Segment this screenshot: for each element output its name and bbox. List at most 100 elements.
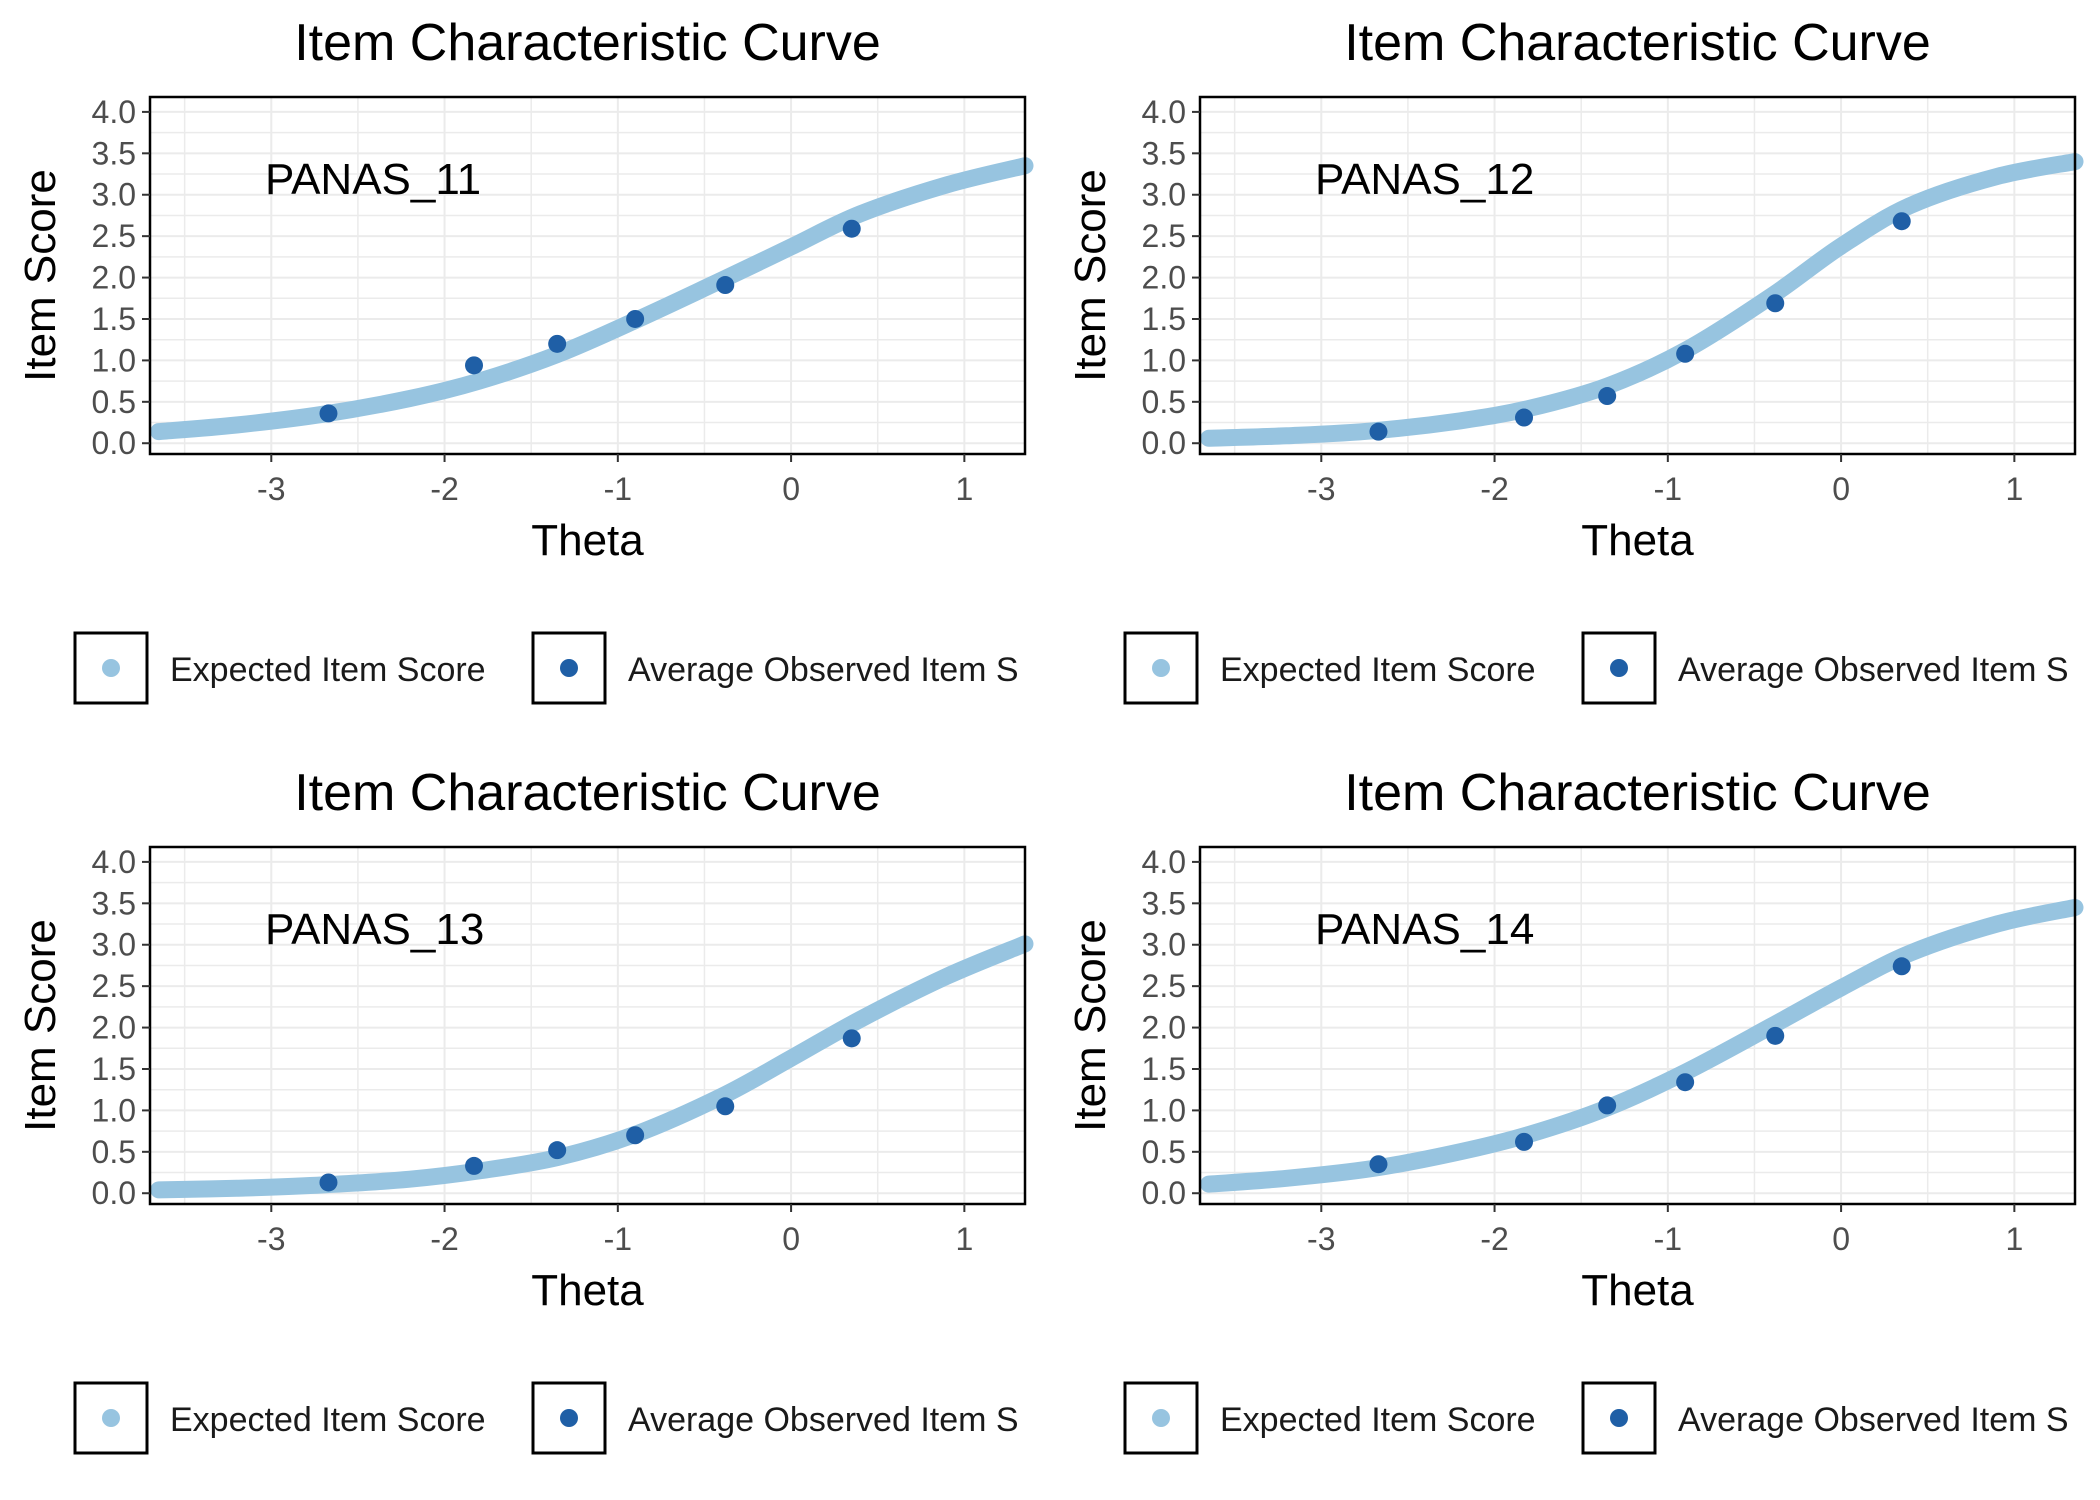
observed-point <box>626 1126 645 1145</box>
y-tick-label: 3.0 <box>92 177 136 213</box>
y-tick-label: 1.5 <box>1142 1051 1186 1087</box>
chart-panel-2: Item Characteristic Curve PANAS_12 0.0 0.5 1… <box>1066 14 2084 705</box>
y-tick-label: 0.5 <box>1142 384 1186 420</box>
y-tick-label: 1.0 <box>1142 342 1186 378</box>
x-tick-label: -2 <box>430 1221 458 1257</box>
y-tick-label: 0.5 <box>1142 1134 1186 1170</box>
item-label: PANAS_13 <box>265 905 484 954</box>
x-tick-label: 1 <box>955 1221 973 1257</box>
expected-item-score-curve <box>1200 153 2084 447</box>
y-tick-label: 1.5 <box>92 301 136 337</box>
observed-point <box>716 276 735 295</box>
chart-panel-3: Item Characteristic Curve PANAS_13 0.0 0.5 1… <box>16 764 1034 1455</box>
legend: Expected Item Score Average Observed Item… <box>73 1381 1019 1455</box>
legend-label-observed: Average Observed Item S <box>1678 1401 2069 1439</box>
observed-point <box>548 334 567 353</box>
observed-point <box>465 1156 484 1175</box>
y-axis-title: Item Score <box>1066 919 1115 1132</box>
legend-marker-observed <box>1610 659 1628 677</box>
x-tick-label: -2 <box>1480 471 1508 507</box>
legend: Expected Item Score Average Observed Item… <box>73 631 1019 705</box>
observed-point <box>1892 957 1911 976</box>
y-tick-label: 0.0 <box>92 425 136 461</box>
legend-marker-observed <box>560 1409 578 1427</box>
y-tick-label: 1.0 <box>92 1092 136 1128</box>
x-tick-label: -1 <box>604 1221 632 1257</box>
observed-point <box>1766 1026 1785 1045</box>
y-axis-title: Item Score <box>1066 169 1115 382</box>
y-tick-label: 4.0 <box>1142 844 1186 880</box>
observed-point <box>1766 294 1785 313</box>
plot-area <box>150 97 1025 454</box>
y-tick-label: 3.5 <box>1142 885 1186 921</box>
legend-marker-expected <box>1152 1409 1170 1427</box>
y-tick-label: 1.5 <box>1142 301 1186 337</box>
observed-point <box>1892 212 1911 231</box>
y-tick-label: 0.0 <box>92 1175 136 1211</box>
x-tick-label: 1 <box>2005 471 2023 507</box>
y-tick-label: 2.0 <box>92 1010 136 1046</box>
x-tick-label: 0 <box>1832 471 1850 507</box>
legend-label-observed: Average Observed Item S <box>1678 651 2069 689</box>
x-tick-label: -3 <box>1307 471 1335 507</box>
y-tick-label: 2.0 <box>1142 1010 1186 1046</box>
observed-point <box>465 356 484 375</box>
chart-title: Item Characteristic Curve <box>294 14 881 72</box>
plot-border <box>148 95 1027 456</box>
observed-point <box>716 1097 735 1116</box>
legend-marker-expected <box>1152 659 1170 677</box>
chart-panel-4: Item Characteristic Curve PANAS_14 0.0 0.5 1… <box>1066 764 2084 1455</box>
chart-title: Item Characteristic Curve <box>1344 764 1931 822</box>
y-tick-label: 2.0 <box>1142 260 1186 296</box>
y-tick-label: 2.5 <box>92 968 136 1004</box>
observed-point <box>1676 344 1695 363</box>
x-axis-title: Theta <box>1581 1266 1694 1315</box>
x-axis-title: Theta <box>531 1266 644 1315</box>
plot-border <box>1198 845 2077 1206</box>
y-tick-label: 4.0 <box>92 844 136 880</box>
y-tick-label: 3.5 <box>1142 135 1186 171</box>
y-tick-label: 0.0 <box>1142 425 1186 461</box>
y-tick-label: 1.0 <box>1142 1092 1186 1128</box>
chart-title: Item Characteristic Curve <box>294 764 881 822</box>
plot-border <box>1198 95 2077 456</box>
observed-point <box>842 1029 861 1048</box>
y-tick-label: 2.5 <box>1142 218 1186 254</box>
legend-label-expected: Expected Item Score <box>170 651 486 689</box>
x-tick-label: -1 <box>604 471 632 507</box>
chart-title: Item Characteristic Curve <box>1344 14 1931 72</box>
y-tick-label: 3.0 <box>92 927 136 963</box>
x-tick-label: 0 <box>782 1221 800 1257</box>
observed-point <box>1515 1132 1534 1151</box>
y-tick-label: 0.5 <box>92 1134 136 1170</box>
y-tick-label: 2.5 <box>92 218 136 254</box>
y-axis-title: Item Score <box>16 919 65 1132</box>
legend-marker-expected <box>102 1409 120 1427</box>
legend-marker-observed <box>1610 1409 1628 1427</box>
x-tick-label: -3 <box>257 471 285 507</box>
item-label: PANAS_11 <box>265 155 481 204</box>
observed-point <box>842 219 861 238</box>
observed-point <box>1369 422 1388 441</box>
x-tick-label: 1 <box>2005 1221 2023 1257</box>
item-label: PANAS_12 <box>1315 155 1534 204</box>
observed-point <box>1369 1155 1388 1174</box>
legend-label-observed: Average Observed Item S <box>628 651 1019 689</box>
legend-label-expected: Expected Item Score <box>170 1401 486 1439</box>
legend-label-expected: Expected Item Score <box>1220 651 1536 689</box>
plot-area <box>1200 97 2075 454</box>
y-tick-label: 3.5 <box>92 135 136 171</box>
y-tick-label: 1.0 <box>92 342 136 378</box>
expected-item-score-curve <box>150 935 1034 1199</box>
y-axis-title: Item Score <box>16 169 65 382</box>
grid-lines <box>150 847 1025 1204</box>
x-tick-label: 0 <box>1832 1221 1850 1257</box>
x-tick-label: -2 <box>1480 1221 1508 1257</box>
legend-label-expected: Expected Item Score <box>1220 1401 1536 1439</box>
x-tick-label: -1 <box>1654 471 1682 507</box>
y-tick-label: 4.0 <box>1142 94 1186 130</box>
observed-point <box>319 404 338 423</box>
observed-point <box>1676 1073 1695 1092</box>
